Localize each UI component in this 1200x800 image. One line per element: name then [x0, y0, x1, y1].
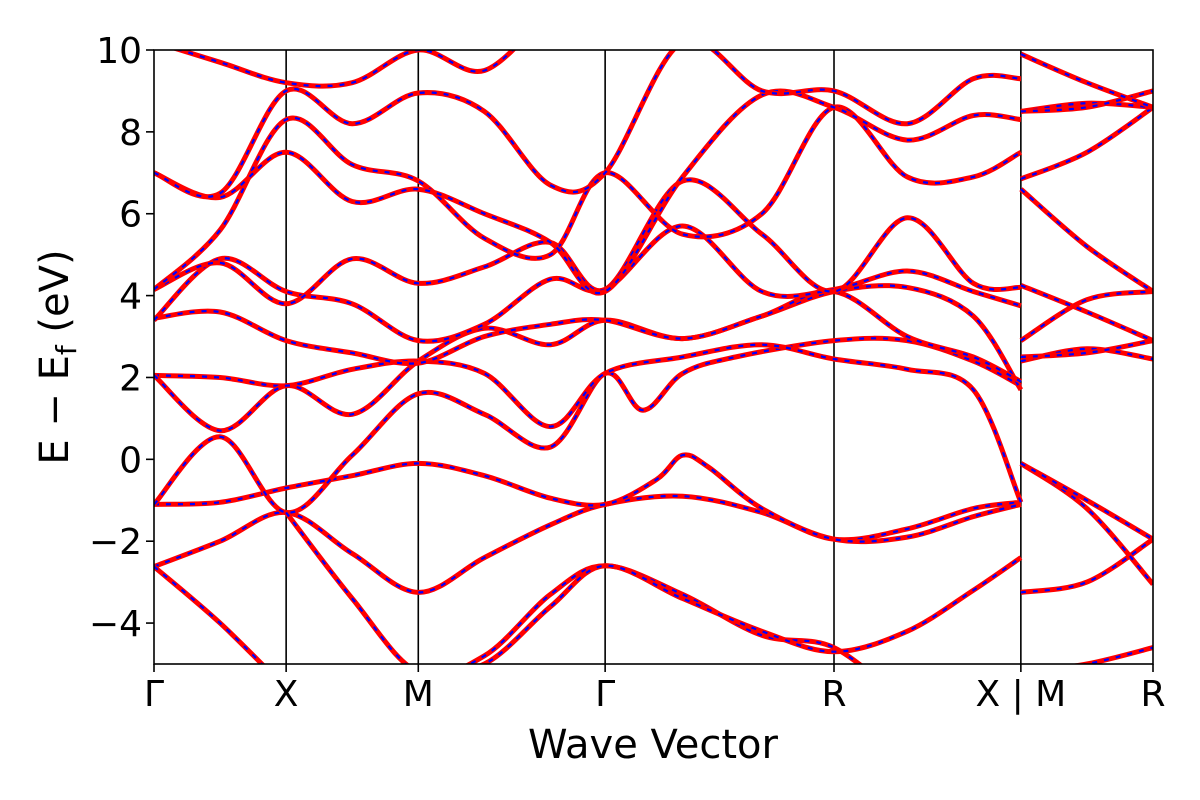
y-tick-label-4: 4	[119, 277, 142, 318]
band-dash-3	[154, 343, 1022, 503]
band-dash-23	[1020, 106, 1153, 180]
band-line-23	[1019, 105, 1153, 182]
y-tick-label-7: 10	[96, 31, 142, 72]
bands-group	[154, 50, 1153, 664]
band-dash-26	[1020, 53, 1153, 109]
band-line-6	[154, 223, 1022, 344]
band-dash-11	[176, 50, 515, 88]
x-tick-label-1: X	[274, 674, 299, 715]
band-dash-5	[154, 290, 1022, 383]
band-dash-15	[1020, 538, 1153, 594]
x-axis: Γ X M Γ R X | M R	[144, 664, 1166, 715]
band-dash-14	[481, 556, 1022, 664]
band-dash-1	[154, 453, 1022, 543]
band-line-16	[1019, 461, 1153, 586]
x-tick-label-5: X | M	[975, 674, 1066, 715]
band-dash-17	[1020, 462, 1153, 541]
x-tick-label-3: Γ	[595, 674, 615, 715]
band-line-27	[1070, 645, 1153, 664]
band-line-15	[1020, 537, 1153, 595]
plot-frame	[153, 49, 1154, 665]
y-axis-title-unit: (eV)	[32, 249, 78, 345]
band-line-20	[1019, 289, 1153, 343]
y-axis-title-main: E − E	[32, 355, 78, 465]
y-tick-label-0: −4	[89, 604, 142, 645]
y-axis-title-sub: f	[50, 344, 83, 355]
band-line-12	[154, 564, 266, 664]
x-tick-label-2: M	[403, 674, 434, 715]
x-tick-label-6: R	[1140, 674, 1165, 715]
band-line-4	[154, 283, 1024, 434]
band-dash-9	[154, 90, 1022, 295]
y-axis: −4 −2 0 2 4 6 8 10	[89, 31, 154, 645]
x-tick-label-0: Γ	[144, 674, 164, 715]
y-tick-label-2: 0	[119, 440, 142, 481]
band-dash-13	[285, 511, 861, 664]
band-dash-19	[1020, 339, 1153, 359]
band-dash-0	[154, 494, 1022, 594]
band-dash-4	[154, 284, 1022, 432]
band-line-3	[154, 342, 1024, 504]
band-dash-22	[1020, 188, 1153, 293]
band-dash-10	[154, 50, 1021, 198]
band-dash-21	[1020, 284, 1153, 342]
x-tick-label-4: R	[821, 674, 846, 715]
band-dash-2	[154, 337, 1022, 514]
band-line-1	[154, 452, 1022, 545]
y-tick-label-6: 8	[119, 113, 142, 154]
band-line-11	[171, 50, 517, 89]
band-line-22	[1019, 187, 1153, 294]
y-tick-label-1: −2	[89, 522, 142, 563]
band-dash-25	[1020, 89, 1153, 113]
band-dash-16	[1020, 462, 1153, 585]
y-tick-label-3: 2	[119, 358, 142, 399]
band-dash-8	[154, 106, 1022, 291]
y-tick-label-5: 6	[119, 195, 142, 236]
y-axis-title: E − Ef (eV)	[32, 249, 83, 464]
band-dash-12	[154, 565, 264, 664]
x-axis-title: Wave Vector	[528, 722, 779, 768]
